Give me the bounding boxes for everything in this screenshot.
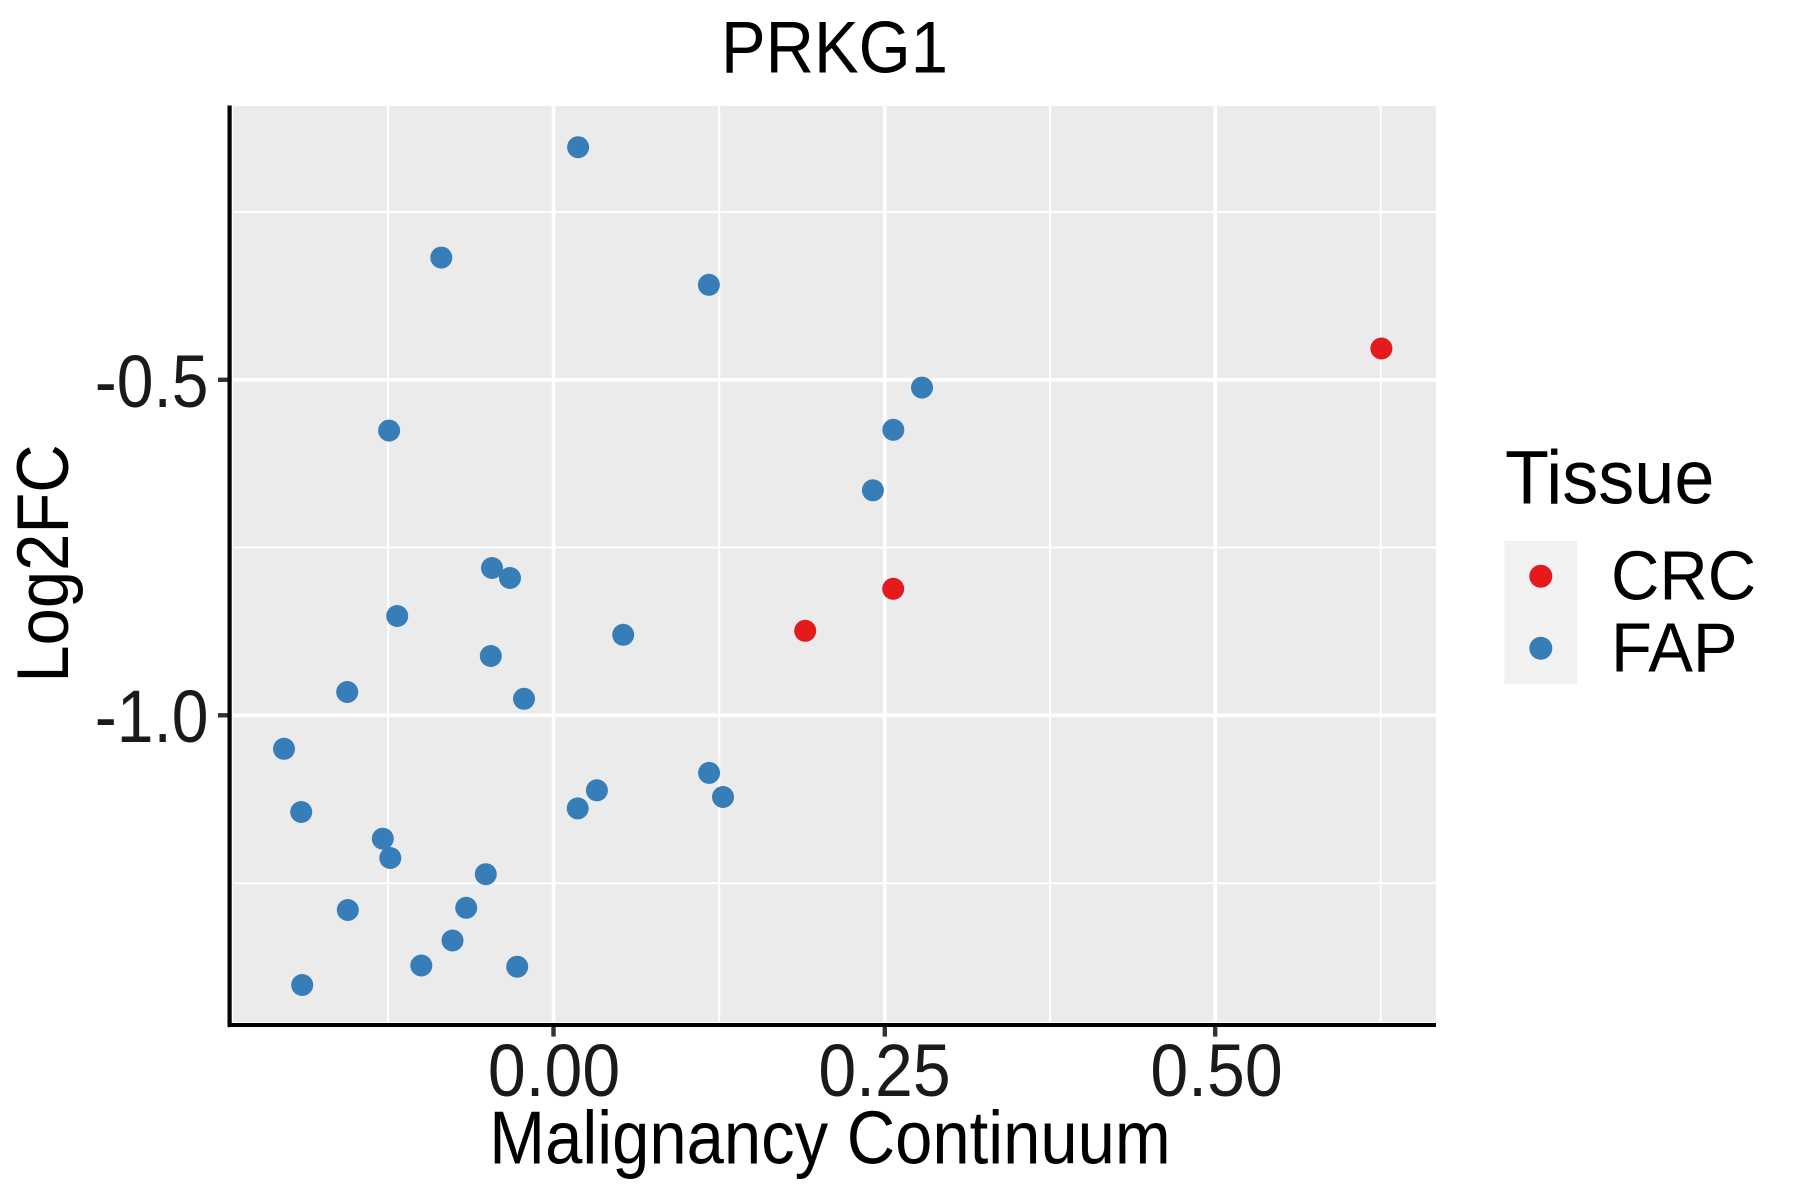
svg-text:PRKG1: PRKG1 <box>721 6 948 89</box>
svg-text:-1.0: -1.0 <box>95 675 209 757</box>
svg-text:FAP: FAP <box>1611 609 1738 686</box>
svg-text:CRC: CRC <box>1611 537 1756 614</box>
svg-text:0.00: 0.00 <box>488 1030 620 1112</box>
svg-text:0.50: 0.50 <box>1150 1030 1282 1112</box>
svg-text:Log2FC: Log2FC <box>1 444 84 682</box>
svg-text:Malignancy Continuum: Malignancy Continuum <box>489 1097 1170 1180</box>
svg-text:-0.5: -0.5 <box>95 341 209 423</box>
svg-text:Tissue: Tissue <box>1505 434 1714 519</box>
svg-text:0.25: 0.25 <box>818 1030 950 1112</box>
